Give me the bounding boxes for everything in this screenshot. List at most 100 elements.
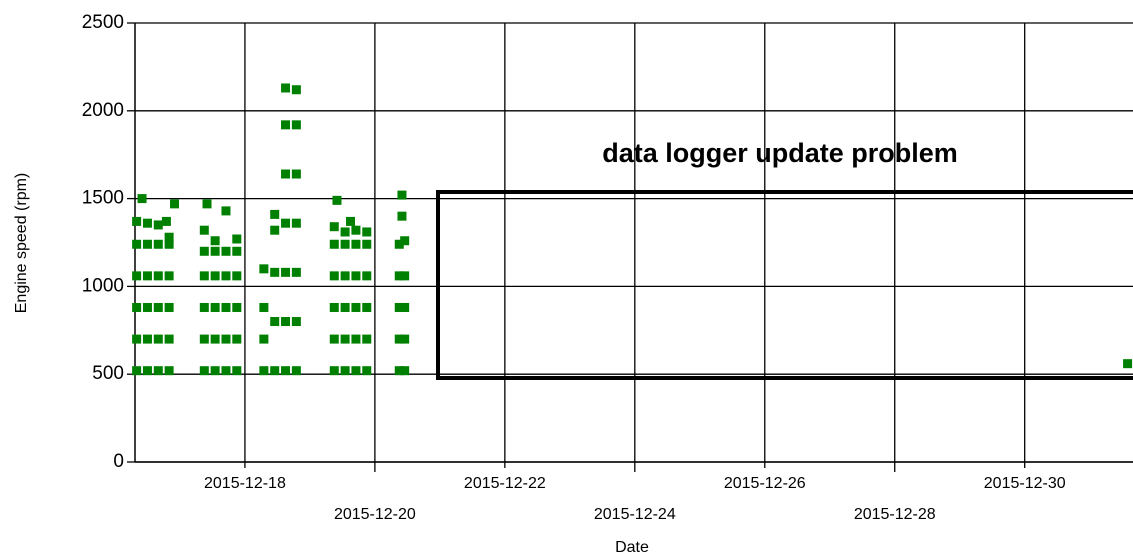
- x-tick-label: 2015-12-24: [594, 506, 676, 523]
- point: [362, 271, 372, 281]
- points: [132, 83, 1133, 376]
- point: [164, 239, 174, 249]
- point: [164, 232, 174, 242]
- point: [164, 271, 174, 281]
- y-axis-label: Engine speed (rpm): [13, 173, 30, 314]
- point: [221, 334, 231, 344]
- point: [142, 334, 152, 344]
- point: [340, 227, 350, 237]
- point: [210, 366, 220, 376]
- point: [281, 267, 291, 277]
- point: [291, 218, 301, 228]
- point: [400, 366, 410, 376]
- y-tick-label: 1000: [82, 275, 124, 296]
- point: [281, 120, 291, 130]
- point: [351, 334, 361, 344]
- point: [259, 302, 269, 312]
- point: [142, 239, 152, 249]
- point: [270, 225, 280, 235]
- grid: 0 500 1000 1500 2000 2500 2015-12-18 2015-12-20…: [82, 12, 1133, 523]
- point: [210, 271, 220, 281]
- point: [351, 366, 361, 376]
- point: [281, 366, 291, 376]
- point: [291, 317, 301, 327]
- point: [329, 271, 339, 281]
- point: [332, 195, 342, 205]
- point: [142, 218, 152, 228]
- point: [362, 227, 372, 237]
- point: [281, 317, 291, 327]
- point: [221, 366, 231, 376]
- point: [221, 206, 231, 216]
- point: [221, 246, 231, 256]
- point: [394, 239, 404, 249]
- point: [232, 271, 242, 281]
- point: [259, 366, 269, 376]
- point: [351, 302, 361, 312]
- point: [199, 246, 209, 256]
- point: [232, 302, 242, 312]
- point: [153, 239, 163, 249]
- point: [394, 334, 404, 344]
- point: [281, 218, 291, 228]
- y-tick-label: 2000: [82, 100, 124, 121]
- point: [270, 209, 280, 219]
- point: [199, 271, 209, 281]
- point: [132, 302, 142, 312]
- x-tick-label: 2015-12-30: [984, 475, 1066, 492]
- point: [291, 169, 301, 179]
- point: [153, 334, 163, 344]
- point: [291, 267, 301, 277]
- point: [291, 120, 301, 130]
- point: [210, 246, 220, 256]
- point: [270, 317, 280, 327]
- point: [199, 334, 209, 344]
- point: [346, 216, 356, 226]
- point: [132, 334, 142, 344]
- point: [291, 85, 301, 95]
- point: [232, 366, 242, 376]
- point: [210, 334, 220, 344]
- point: [400, 236, 410, 246]
- point: [351, 271, 361, 281]
- point: [142, 271, 152, 281]
- point: [221, 271, 231, 281]
- point: [281, 83, 291, 93]
- point: [394, 302, 404, 312]
- x-tick-label: 2015-12-26: [724, 475, 806, 492]
- annotation: data logger update problem: [602, 138, 958, 168]
- point: [400, 334, 410, 344]
- point: [232, 334, 242, 344]
- point: [394, 271, 404, 281]
- point: [394, 366, 404, 376]
- point: [142, 302, 152, 312]
- point: [232, 246, 242, 256]
- point: [329, 366, 339, 376]
- x-axis-label: Date: [615, 539, 649, 556]
- point: [329, 302, 339, 312]
- point: [153, 271, 163, 281]
- point: [199, 225, 209, 235]
- point: [137, 194, 147, 204]
- point: [202, 199, 212, 209]
- y-tick-label: 500: [92, 363, 124, 384]
- point: [270, 366, 280, 376]
- point: [132, 239, 142, 249]
- y-tick-label: 1500: [82, 188, 124, 209]
- point: [153, 220, 163, 230]
- point: [362, 302, 372, 312]
- point: [199, 366, 209, 376]
- point: [142, 366, 152, 376]
- point: [340, 302, 350, 312]
- point: [132, 366, 142, 376]
- point: [164, 334, 174, 344]
- point: [340, 366, 350, 376]
- point: [329, 222, 339, 232]
- annotation-box: [436, 190, 1133, 380]
- point: [132, 271, 142, 281]
- point: [221, 302, 231, 312]
- point: [340, 239, 350, 249]
- point: [164, 302, 174, 312]
- point: [362, 239, 372, 249]
- x-tick-label: 2015-12-22: [464, 475, 546, 492]
